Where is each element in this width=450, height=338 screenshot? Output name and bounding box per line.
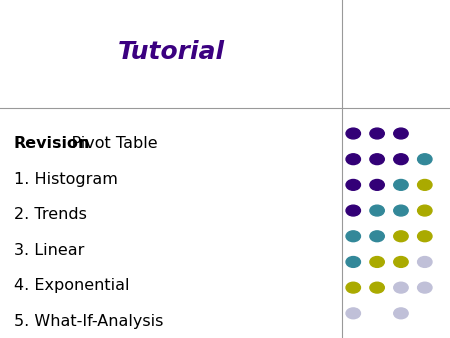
Circle shape xyxy=(394,308,408,319)
Circle shape xyxy=(370,205,384,216)
Circle shape xyxy=(394,282,408,293)
Circle shape xyxy=(346,128,360,139)
Circle shape xyxy=(418,231,432,242)
Circle shape xyxy=(346,154,360,165)
Circle shape xyxy=(370,231,384,242)
Circle shape xyxy=(394,257,408,267)
Circle shape xyxy=(370,257,384,267)
Circle shape xyxy=(418,205,432,216)
Text: 3. Linear: 3. Linear xyxy=(14,243,84,258)
Circle shape xyxy=(418,282,432,293)
Circle shape xyxy=(394,128,408,139)
Text: 4. Exponential: 4. Exponential xyxy=(14,278,129,293)
Circle shape xyxy=(370,154,384,165)
Circle shape xyxy=(394,154,408,165)
Circle shape xyxy=(370,128,384,139)
Text: 1. Histogram: 1. Histogram xyxy=(14,172,117,187)
Circle shape xyxy=(346,282,360,293)
Text: 5. What-If-Analysis: 5. What-If-Analysis xyxy=(14,314,163,329)
Text: Tutorial: Tutorial xyxy=(117,40,225,65)
Circle shape xyxy=(418,179,432,190)
Circle shape xyxy=(346,308,360,319)
Circle shape xyxy=(370,179,384,190)
Circle shape xyxy=(346,179,360,190)
Circle shape xyxy=(346,205,360,216)
Circle shape xyxy=(418,154,432,165)
Circle shape xyxy=(370,282,384,293)
Circle shape xyxy=(394,179,408,190)
Circle shape xyxy=(346,231,360,242)
Text: 2. Trends: 2. Trends xyxy=(14,207,86,222)
Circle shape xyxy=(394,231,408,242)
Circle shape xyxy=(346,257,360,267)
Text: Revision: Revision xyxy=(14,136,90,151)
Circle shape xyxy=(418,257,432,267)
Text: : Pivot Table: : Pivot Table xyxy=(61,136,158,151)
Circle shape xyxy=(394,205,408,216)
